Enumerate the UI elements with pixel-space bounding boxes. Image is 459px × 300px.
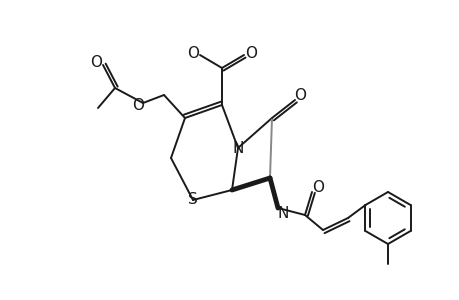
Text: N: N	[277, 206, 288, 220]
Text: N: N	[232, 140, 243, 155]
Text: O: O	[187, 46, 199, 61]
Text: O: O	[132, 98, 144, 112]
Text: O: O	[311, 181, 323, 196]
Text: O: O	[293, 88, 305, 103]
Text: O: O	[90, 55, 102, 70]
Text: S: S	[188, 193, 197, 208]
Text: O: O	[245, 46, 257, 61]
